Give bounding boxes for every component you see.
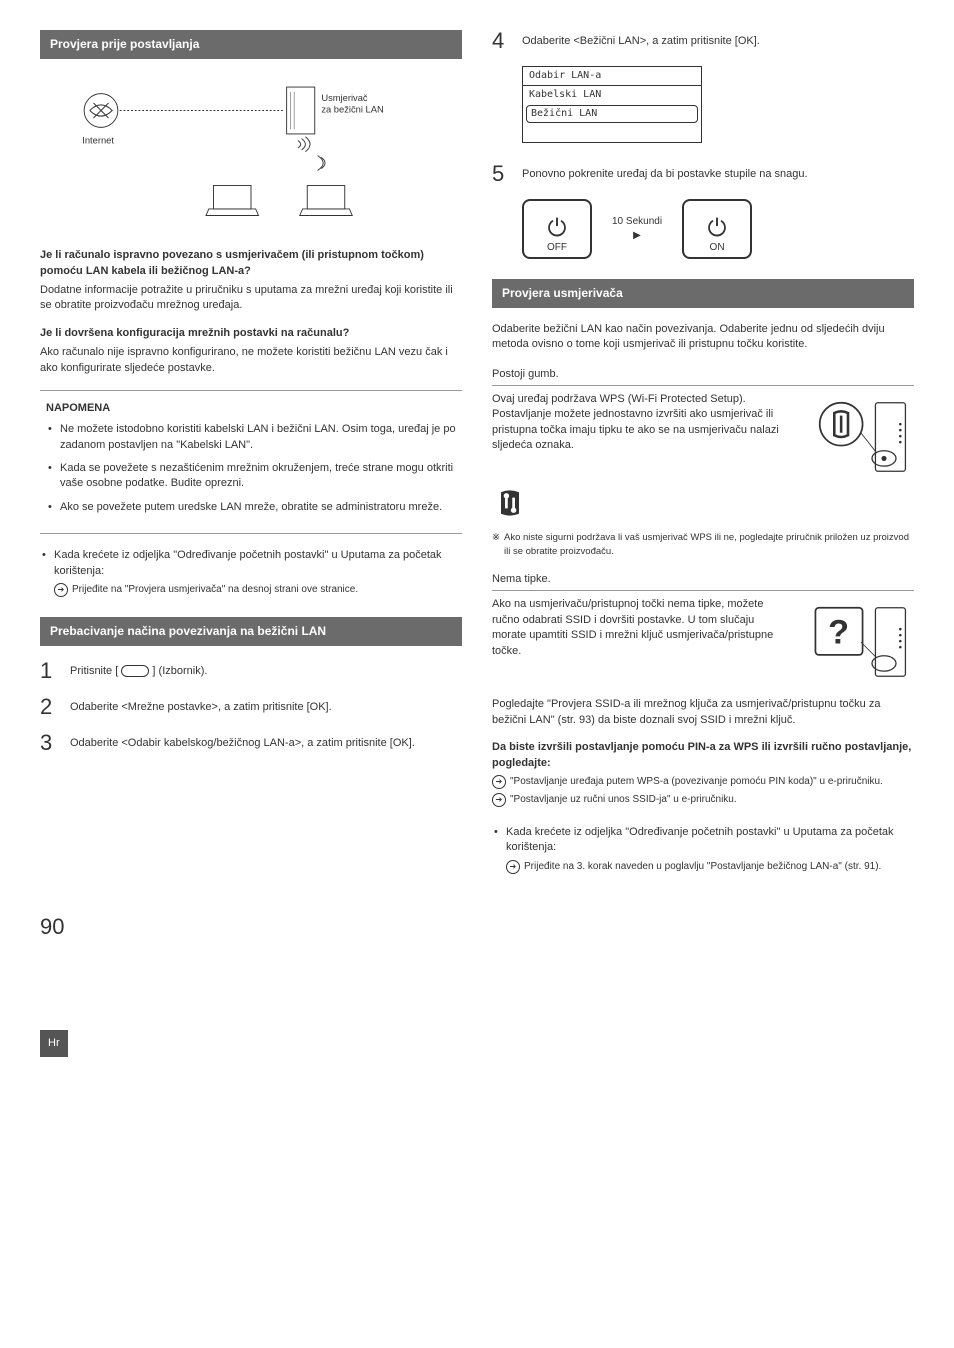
note-item: Ne možete istodobno koristiti kabelski L… [46, 422, 456, 453]
menu-button-icon [121, 665, 149, 677]
continue-reference: Prijeđite na "Provjera usmjerivača" na d… [54, 583, 462, 597]
note-item: Ako se povežete putem uredske LAN mreže,… [46, 500, 456, 515]
pin-ref-1: "Postavljanje uređaja putem WPS-a (povez… [492, 775, 914, 789]
question-2-body: Ako računalo nije ispravno konfigurirano… [40, 345, 462, 376]
section-header-check-before: Provjera prije postavljanja [40, 30, 462, 59]
continue-bullet-text: Kada krećete iz odjeljka "Određivanje po… [54, 549, 442, 576]
left-column: Provjera prije postavljanja Internet Usm… [40, 30, 462, 882]
note-title: NAPOMENA [46, 401, 456, 416]
no-button-title: Nema tipke. [492, 572, 914, 591]
wps-footnote: Ako niste sigurni podržava li vaš usmjer… [492, 531, 914, 558]
svg-text:?: ? [828, 614, 849, 652]
question-2-title: Je li dovršena konfiguracija mrežnih pos… [40, 326, 462, 341]
menu-title: Odabir LAN-a [523, 67, 701, 86]
note-box: NAPOMENA Ne možete istodobno koristiti k… [40, 390, 462, 534]
step-4: 4 Odaberite <Bežični LAN>, a zatim priti… [492, 30, 914, 52]
section-header-switching: Prebacivanje načina povezivanja na bežič… [40, 617, 462, 646]
question-1-title: Je li računalo ispravno povezano s usmje… [40, 248, 462, 279]
step-number: 2 [40, 696, 60, 718]
step-3: 3 Odaberite <Odabir kabelskog/bežičnog L… [40, 732, 462, 754]
step-2: 2 Odaberite <Mrežne postavke>, a zatim p… [40, 696, 462, 718]
diagram-router-label-2: za bežični LAN [321, 104, 383, 114]
ssid-reference: Pogledajte "Provjera SSID-a ili mrežnog … [492, 697, 914, 728]
has-button-title: Postoji gumb. [492, 367, 914, 386]
step-5: 5 Ponovno pokrenite uređaj da bi postavk… [492, 163, 914, 185]
power-wait-label: 10 Sekundi [612, 215, 662, 229]
step-1: 1 Pritisnite [ ] (Izbornik). [40, 660, 462, 682]
has-button-body: Ovaj uređaj podržava WPS (Wi-Fi Protecte… [492, 392, 782, 454]
continue-bullet-right-text: Kada krećete iz odjeljka "Određivanje po… [506, 826, 894, 853]
step-1-text-after: ] (Izbornik). [152, 665, 207, 677]
step-number: 4 [492, 30, 512, 52]
menu-option-selected: Bežični LAN [526, 105, 698, 123]
continue-bullet: Kada krećete iz odjeljka "Određivanje po… [40, 548, 462, 597]
pin-ref-2: "Postavljanje uz ručni unos SSID-ja" u e… [492, 793, 914, 807]
power-cycle-diagram: ⏻ OFF 10 Sekundi ▶ ⏻ ON [522, 199, 914, 259]
power-on-label: ON [710, 241, 725, 255]
section-header-router-check: Provjera usmjerivača [492, 279, 914, 308]
router-no-button-image: ? [794, 597, 914, 687]
step-number: 1 [40, 660, 60, 682]
step-3-text: Odaberite <Odabir kabelskog/bežičnog LAN… [70, 732, 462, 751]
question-1-body: Dodatne informacije potražite u priručni… [40, 283, 462, 314]
step-4-text: Odaberite <Bežični LAN>, a zatim pritisn… [522, 30, 914, 49]
continue-reference-right: Prijeđite na 3. korak naveden u poglavlj… [506, 860, 914, 874]
page-number: 90 [40, 912, 914, 943]
language-tab: Hr [40, 1030, 68, 1057]
power-on-icon: ⏻ ON [682, 199, 752, 259]
step-number: 3 [40, 732, 60, 754]
note-item: Kada se povežete s nezaštićenim mrežnim … [46, 461, 456, 492]
step-5-text: Ponovno pokrenite uređaj da bi postavke … [522, 163, 914, 182]
power-off-label: OFF [547, 241, 567, 255]
lan-menu-screen: Odabir LAN-a Kabelski LAN Bežični LAN [522, 66, 702, 143]
diagram-router-label-1: Usmjerivač [321, 93, 368, 103]
right-column: 4 Odaberite <Bežični LAN>, a zatim priti… [492, 30, 914, 882]
wps-logo-icon [492, 488, 528, 518]
step-number: 5 [492, 163, 512, 185]
power-off-icon: ⏻ OFF [522, 199, 592, 259]
network-diagram: Internet Usmjerivač za bežični LAN [40, 73, 462, 228]
no-button-body: Ako na usmjerivaču/pristupnoj točki nema… [492, 597, 782, 659]
menu-option: Kabelski LAN [523, 86, 701, 104]
continue-bullet-right: Kada krećete iz odjeljka "Određivanje po… [492, 825, 914, 874]
router-check-intro: Odaberite bežični LAN kao način poveziva… [492, 322, 914, 353]
step-1-text-before: Pritisnite [ [70, 665, 118, 677]
diagram-internet-label: Internet [82, 135, 114, 145]
pin-setup-title: Da biste izvršili postavljanje pomoću PI… [492, 740, 914, 771]
router-wps-button-image [794, 392, 914, 482]
step-2-text: Odaberite <Mrežne postavke>, a zatim pri… [70, 696, 462, 715]
